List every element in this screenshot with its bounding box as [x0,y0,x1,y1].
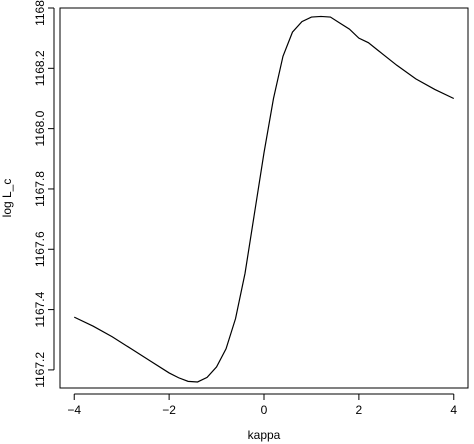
x-tick-label: −4 [67,403,81,417]
y-tick-label: 1168.2 [33,50,47,86]
y-tick-label: 1167.6 [33,231,47,267]
series-group [73,15,455,383]
y-tick-label: 1168.4 [33,0,47,26]
x-tick-label: 2 [356,403,363,417]
series-line [73,15,455,383]
y-axis: 1167.2 1167.4 1167.6 1167.8 1168.0 1168.2 1168… [33,0,55,388]
x-tick-label: 0 [261,403,268,417]
y-tick-label: 1167.8 [33,171,47,207]
y-tick-label: 1167.2 [33,352,47,388]
x-axis: −4 −2 0 2 4 [67,393,457,417]
x-tick-label: 4 [450,403,457,417]
x-tick-label: −2 [162,403,176,417]
y-tick-label: 1168.0 [33,110,47,146]
y-axis-title: log L_c [0,179,14,218]
y-tick-label: 1167.4 [33,291,47,327]
x-axis-title: kappa [248,428,281,442]
plot-area-frame [59,7,469,389]
